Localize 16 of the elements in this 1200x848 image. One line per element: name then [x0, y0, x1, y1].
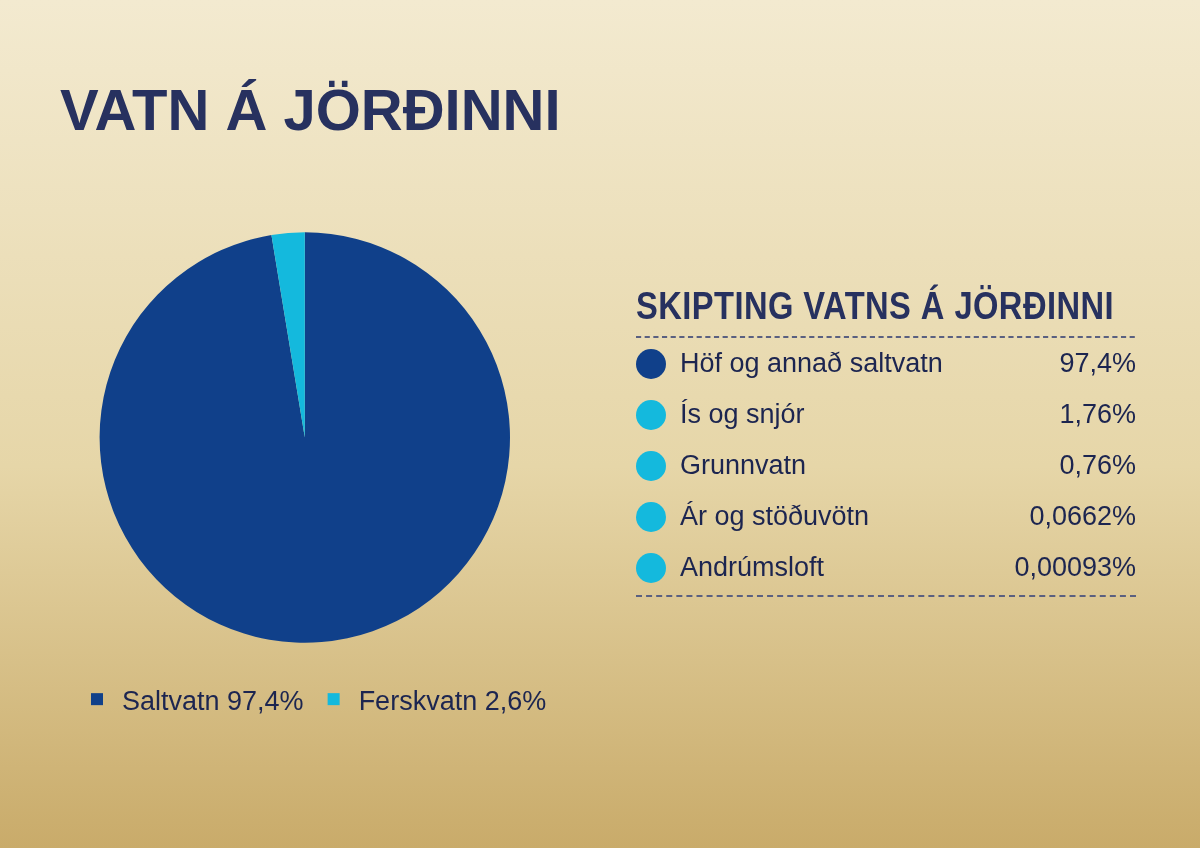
text: SKIPTING VATNS Á JÖRÐINNI — [636, 285, 1135, 338]
text: 0,00093% — [1014, 552, 1136, 582]
text: 0,0662% — [1029, 501, 1136, 531]
text: 0,76% — [1059, 450, 1136, 480]
pie-slice — [271, 232, 305, 438]
legend-label: Saltvatn 97,4% — [122, 685, 304, 716]
chart-title: VATN Á JÖRÐINNI — [60, 76, 561, 142]
text: 97,4% — [1059, 348, 1136, 378]
legend-label: Ferskvatn 2,6% — [358, 685, 547, 716]
category-label: Ís og snjór — [680, 399, 806, 430]
text: 1,76% — [1059, 399, 1136, 429]
category-label: Höf og annað saltvatn — [680, 348, 944, 379]
category-label: Grunnvatn — [680, 450, 808, 481]
category-label: Ár og stöðuvötn — [680, 501, 871, 532]
pie-slice — [99, 232, 510, 643]
category-label: Andrúmsloft — [680, 552, 826, 583]
